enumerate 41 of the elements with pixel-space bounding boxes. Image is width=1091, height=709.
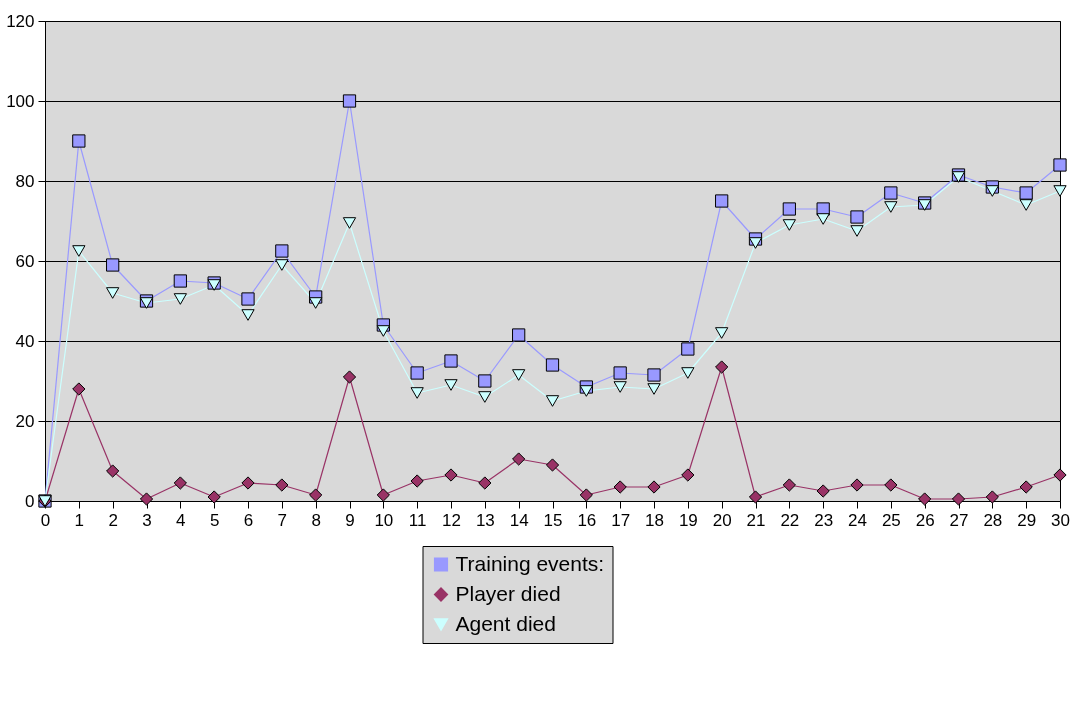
y-tick-label: 100: [6, 91, 35, 111]
x-tick-label: 30: [1051, 510, 1070, 530]
x-tick-label: 23: [814, 510, 834, 530]
x-tick-label: 11: [408, 510, 427, 530]
x-tick-label: 7: [277, 510, 288, 530]
x-tick-label: 25: [881, 510, 901, 530]
x-tick-label: 6: [243, 510, 254, 530]
x-tick-label: 14: [509, 510, 529, 530]
x-tick-label: 22: [780, 510, 800, 530]
x-tick-label: 5: [209, 510, 220, 530]
x-tick-label: 19: [678, 510, 698, 530]
x-tick-label: 4: [176, 510, 186, 530]
y-tick-label: 40: [15, 331, 35, 351]
x-tick-label: 8: [311, 510, 321, 530]
y-tick-label: 80: [15, 171, 35, 191]
x-tick-label: 12: [442, 510, 461, 530]
x-tick-label: 17: [611, 510, 631, 530]
x-tick-label: 28: [983, 510, 1003, 530]
x-tick-label: 10: [374, 510, 394, 530]
x-tick-label: 0: [40, 510, 51, 530]
x-tick-label: 27: [949, 510, 969, 530]
x-tick-label: 18: [645, 510, 664, 530]
y-tick-label: 20: [15, 411, 35, 431]
x-tick-label: 9: [345, 510, 355, 530]
x-tick-label: 29: [1017, 510, 1037, 530]
x-tick-label: 21: [746, 510, 766, 530]
y-tick-label: 60: [15, 251, 35, 271]
legend-label: Training events:: [455, 551, 605, 575]
x-tick-label: 24: [848, 510, 867, 530]
x-tick-label: 15: [543, 510, 563, 530]
x-tick-label: 26: [915, 510, 935, 530]
y-tick-label: 0: [25, 491, 35, 511]
x-tick-label: 1: [74, 510, 85, 530]
legend-label: Player died: [455, 581, 561, 605]
x-tick-label: 13: [475, 510, 495, 530]
legend-label: Agent died: [455, 611, 556, 635]
x-tick-label: 16: [577, 510, 597, 530]
x-tick-label: 20: [712, 510, 732, 530]
x-tick-label: 3: [142, 510, 152, 530]
y-tick-label: 120: [6, 11, 35, 31]
x-tick-label: 2: [108, 510, 118, 530]
